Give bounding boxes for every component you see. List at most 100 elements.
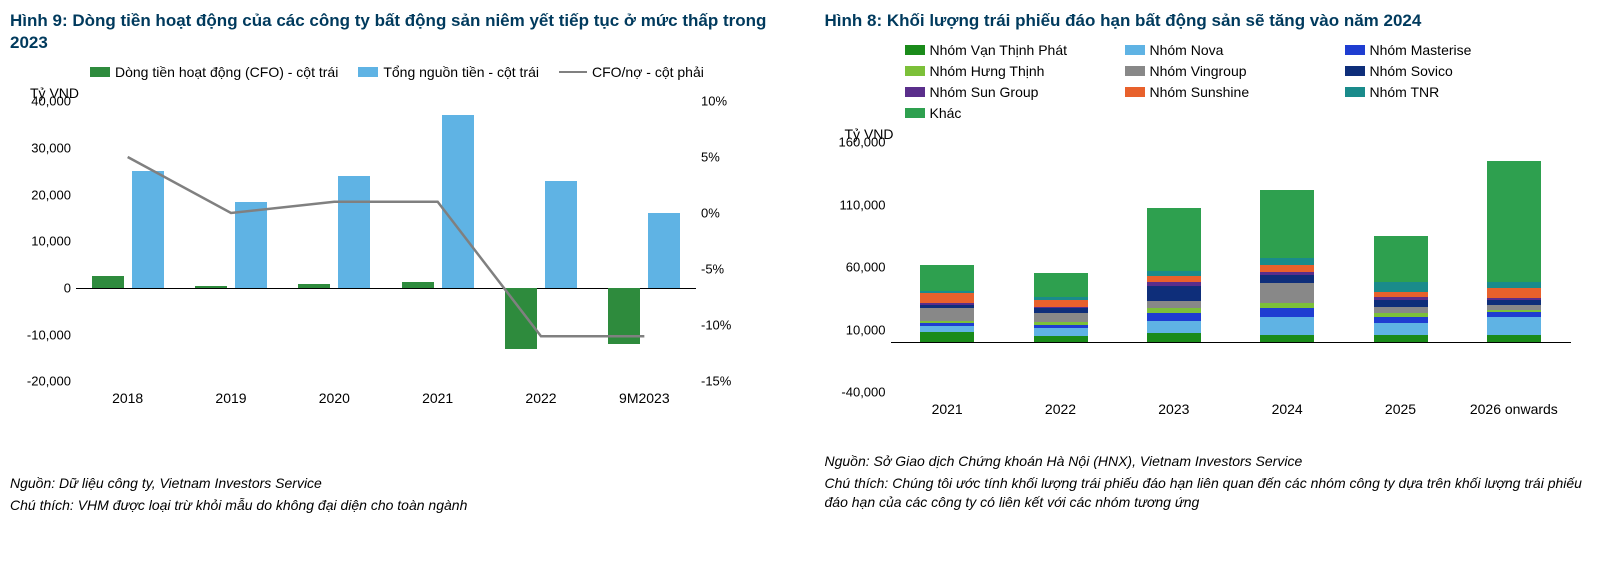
y2-tick: 0% [701, 206, 741, 221]
ratio-line [76, 101, 696, 381]
bar-segment [1147, 208, 1201, 271]
legend-item: Tổng nguồn tiền - cột trái [358, 64, 539, 80]
y-tick: 20,000 [21, 187, 71, 202]
x-tick: 2026 onwards [1470, 401, 1558, 417]
y-tick: -20,000 [21, 374, 71, 389]
bar-segment [1487, 317, 1541, 335]
y-tick: 40,000 [21, 94, 71, 109]
y-tick: 30,000 [21, 140, 71, 155]
stacked-bar [1260, 190, 1314, 343]
bar-segment [1034, 313, 1088, 322]
bar-total [545, 181, 577, 288]
stacked-bar [1487, 161, 1541, 342]
left-chart-panel: Hình 9: Dòng tiền hoạt động của các công… [10, 10, 785, 515]
legend-item: Nhóm Sun Group [905, 84, 1105, 100]
bar-cfo [505, 288, 537, 349]
legend-item: Dòng tiền hoạt động (CFO) - cột trái [90, 64, 338, 80]
legend-item: Nhóm Hưng Thịnh [905, 63, 1105, 79]
left-note: Chú thích: VHM được loại trừ khỏi mẫu do… [10, 496, 785, 516]
bar-segment [1374, 236, 1428, 282]
y2-tick: -5% [701, 262, 741, 277]
bar-segment [1374, 282, 1428, 292]
bar-cfo [92, 276, 124, 288]
x-tick: 2022 [525, 390, 556, 406]
bar-segment [920, 308, 974, 321]
right-source: Nguồn: Sở Giao dịch Chứng khoán Hà Nội (… [825, 452, 1600, 472]
bar-segment [1260, 275, 1314, 284]
bar-segment [1147, 321, 1201, 334]
bar-cfo [402, 282, 434, 288]
left-plot: -20,000-10,000010,00020,00030,00040,000-… [75, 101, 696, 381]
stacked-bar [1147, 208, 1201, 342]
bar-segment [1260, 283, 1314, 303]
zero-line [76, 288, 696, 289]
legend-item: Nhóm Vạn Thịnh Phát [905, 42, 1105, 58]
bar-segment [1147, 286, 1201, 301]
bar-segment [1374, 323, 1428, 334]
bar-cfo [298, 284, 330, 288]
bar-cfo [608, 288, 640, 344]
right-plot: -40,00010,00060,000110,000160,0002021202… [890, 142, 1571, 392]
y-tick: 60,000 [836, 260, 886, 275]
zero-line [891, 342, 1571, 343]
bar-segment [1260, 335, 1314, 343]
stacked-bar [1374, 236, 1428, 342]
y-tick: -40,000 [836, 385, 886, 400]
y-tick: 110,000 [836, 197, 886, 212]
left-y-label: Tỷ VND [30, 85, 785, 101]
y2-tick: 10% [701, 94, 741, 109]
bar-segment [920, 332, 974, 342]
legend-item: CFO/nợ - cột phải [559, 64, 739, 80]
y-tick: 0 [21, 280, 71, 295]
bar-segment [1034, 273, 1088, 297]
x-tick: 2020 [319, 390, 350, 406]
bar-total [648, 213, 680, 288]
x-tick: 2024 [1272, 401, 1303, 417]
x-tick: 2019 [215, 390, 246, 406]
bar-segment [1034, 300, 1088, 308]
bar-segment [1034, 328, 1088, 336]
y2-tick: -10% [701, 318, 741, 333]
legend-item: Nhóm Sovico [1345, 63, 1545, 79]
bar-segment [1260, 308, 1314, 317]
bar-total [442, 115, 474, 288]
bar-segment [1147, 301, 1201, 309]
x-tick: 2018 [112, 390, 143, 406]
right-legend: Nhóm Vạn Thịnh Phát Nhóm Nova Nhóm Masteri… [905, 42, 1600, 121]
bar-segment [1034, 336, 1088, 342]
bar-segment [1487, 335, 1541, 343]
bar-segment [1487, 161, 1541, 282]
right-chart-panel: Hình 8: Khối lượng trái phiếu đáo hạn bấ… [825, 10, 1600, 515]
left-title: Hình 9: Dòng tiền hoạt động của các công… [10, 10, 785, 54]
bar-segment [1260, 317, 1314, 335]
y-tick: -10,000 [21, 327, 71, 342]
stacked-bar [920, 265, 974, 343]
x-tick: 2021 [932, 401, 963, 417]
x-tick: 2023 [1158, 401, 1189, 417]
bar-segment [920, 265, 974, 291]
bar-segment [1487, 288, 1541, 298]
x-tick: 2025 [1385, 401, 1416, 417]
y-tick: 10,000 [836, 322, 886, 337]
y2-tick: -15% [701, 374, 741, 389]
y-tick: 10,000 [21, 234, 71, 249]
y-tick: 160,000 [836, 135, 886, 150]
legend-item: Khác [905, 105, 1105, 121]
legend-item: Nhóm Nova [1125, 42, 1325, 58]
bar-segment [1374, 300, 1428, 308]
legend-item: Nhóm Vingroup [1125, 63, 1325, 79]
left-legend: Dòng tiền hoạt động (CFO) - cột trái Tổng… [90, 64, 785, 80]
x-tick: 2021 [422, 390, 453, 406]
legend-item: Nhóm Sunshine [1125, 84, 1325, 100]
bar-total [338, 176, 370, 288]
legend-item: Nhóm Masterise [1345, 42, 1545, 58]
y2-tick: 5% [701, 150, 741, 165]
right-title: Hình 8: Khối lượng trái phiếu đáo hạn bấ… [825, 10, 1600, 32]
right-y-label: Tỷ VND [845, 126, 1600, 142]
bar-segment [1147, 333, 1201, 342]
x-tick: 2022 [1045, 401, 1076, 417]
bar-segment [1374, 335, 1428, 343]
x-tick: 9M2023 [619, 390, 670, 406]
bar-total [132, 171, 164, 288]
bar-segment [920, 293, 974, 303]
